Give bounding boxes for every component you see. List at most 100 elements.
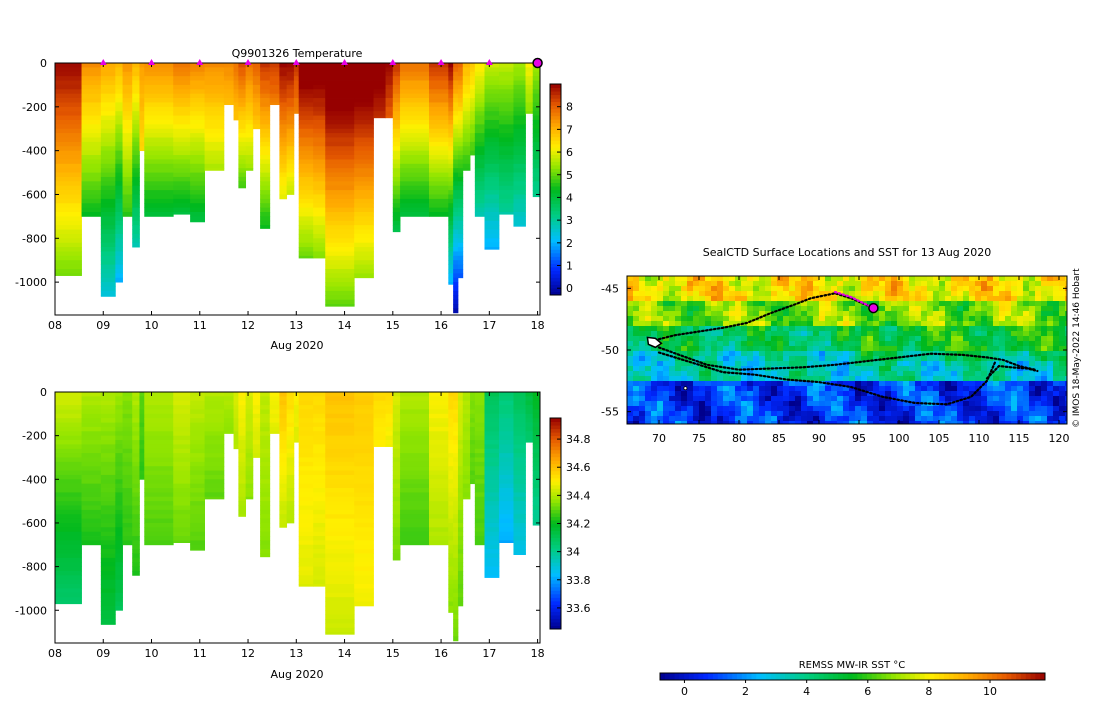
sst-cell xyxy=(657,291,663,296)
temperature-cell xyxy=(475,203,485,208)
sst-cell xyxy=(813,286,819,291)
sst-cell xyxy=(837,316,843,321)
sst-cell xyxy=(897,351,903,356)
temperature-cell xyxy=(448,89,453,94)
sst-cell xyxy=(1017,331,1023,336)
sst-cell xyxy=(1011,351,1017,356)
sst-cell xyxy=(1029,346,1035,351)
temperature-colorbar-segment xyxy=(550,130,561,134)
sst-cell xyxy=(921,406,927,411)
sst-cell xyxy=(729,336,735,341)
salinity-cell xyxy=(374,418,386,423)
sst-cell xyxy=(657,276,663,281)
salinity-colorbar-segment xyxy=(550,485,561,489)
salinity-cell xyxy=(429,510,449,515)
salinity-cell xyxy=(238,423,246,428)
sst-cell xyxy=(747,341,753,346)
sst-cell xyxy=(987,391,993,396)
sst-cell xyxy=(933,331,939,336)
temperature-cell xyxy=(429,142,449,147)
sst-cell xyxy=(783,361,789,366)
salinity-cell xyxy=(299,471,314,476)
sst-cell xyxy=(687,326,693,331)
sst-cell xyxy=(663,406,669,411)
temperature-cell xyxy=(101,116,116,121)
salinity-cell xyxy=(458,431,463,436)
temperature-cell xyxy=(115,247,123,252)
sst-cell xyxy=(831,376,837,381)
salinity-cell xyxy=(386,444,394,447)
salinity-cell xyxy=(475,396,485,401)
temperature-cell xyxy=(463,146,471,151)
temperature-cell xyxy=(224,102,234,105)
temperature-cell xyxy=(279,168,287,173)
salinity-cell xyxy=(325,396,354,401)
salinity-cell xyxy=(533,423,541,428)
sst-cell xyxy=(735,341,741,346)
sst-cell xyxy=(675,366,681,371)
salinity-cell xyxy=(313,440,325,445)
temperature-cell xyxy=(55,260,82,265)
salinity-cell xyxy=(354,488,374,493)
sst-cell xyxy=(711,351,717,356)
salinity-cell xyxy=(463,475,471,480)
salinity-cell xyxy=(453,636,458,641)
salinity-cell xyxy=(238,414,246,419)
temperature-cell xyxy=(123,181,133,186)
salinity-cell xyxy=(499,409,514,414)
salinity-cell xyxy=(485,457,500,462)
salinity-cell xyxy=(453,501,458,506)
temperature-cell xyxy=(139,116,144,121)
salinity-cell xyxy=(173,510,190,515)
salinity-cell xyxy=(55,466,82,471)
sst-cell xyxy=(909,276,915,281)
sst-cell xyxy=(693,321,699,326)
salinity-cell xyxy=(458,414,463,419)
salinity-cell xyxy=(55,501,82,506)
salinity-cell xyxy=(533,510,541,515)
sst-cell xyxy=(741,291,747,296)
salinity-cell xyxy=(101,571,116,576)
salinity-cell xyxy=(458,549,463,554)
sst-cell xyxy=(735,401,741,406)
sst-cell xyxy=(837,276,843,281)
salinity-cell xyxy=(115,475,123,480)
salinity-cell xyxy=(173,519,190,524)
salinity-cell xyxy=(429,514,449,519)
temperature-cell xyxy=(246,124,254,129)
salinity-xtick-label: 13 xyxy=(289,647,303,660)
salinity-cell xyxy=(234,409,239,414)
temperature-cell xyxy=(190,199,205,204)
temperature-cell xyxy=(393,190,401,195)
sst-cell xyxy=(765,401,771,406)
sst-cell xyxy=(633,326,639,331)
temperature-cell xyxy=(458,76,463,81)
temperature-cell xyxy=(205,98,225,103)
salinity-colorbar-segment xyxy=(550,432,561,436)
temperature-cell xyxy=(55,265,82,270)
sst-cell xyxy=(921,361,927,366)
temperature-cell xyxy=(123,155,133,160)
salinity-cell xyxy=(313,497,325,502)
temperature-colorbar-segment xyxy=(550,277,561,281)
sst-cell xyxy=(645,401,651,406)
salinity-cell xyxy=(429,479,449,484)
temperature-cell xyxy=(115,243,123,248)
temperature-cell xyxy=(313,216,325,221)
sst-cell xyxy=(807,326,813,331)
temperature-cell xyxy=(429,168,449,173)
sst-cell xyxy=(1011,291,1017,296)
temperature-cell xyxy=(253,107,261,112)
salinity-cell xyxy=(299,418,314,423)
sst-cell xyxy=(639,371,645,376)
salinity-cell xyxy=(299,392,314,397)
temperature-cell xyxy=(260,155,270,160)
salinity-cell xyxy=(132,431,140,436)
temperature-cell xyxy=(287,151,295,156)
sst-cell xyxy=(735,286,741,291)
temperature-cell xyxy=(463,85,471,90)
temperature-cell xyxy=(123,168,133,173)
salinity-cell xyxy=(139,466,144,471)
sst-cell xyxy=(1011,321,1017,326)
sst-cell xyxy=(795,336,801,341)
